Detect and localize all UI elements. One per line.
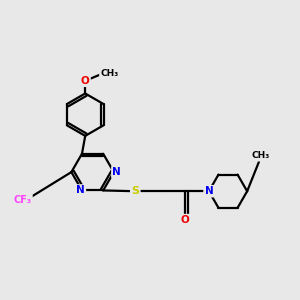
Text: CF₃: CF₃ — [14, 195, 32, 205]
Text: S: S — [131, 186, 139, 196]
Text: N: N — [76, 185, 85, 195]
Text: O: O — [81, 76, 90, 86]
Text: O: O — [181, 215, 190, 225]
Text: N: N — [205, 186, 213, 196]
Text: CH₃: CH₃ — [251, 152, 269, 160]
Text: CH₃: CH₃ — [100, 69, 118, 78]
Text: N: N — [112, 167, 121, 177]
